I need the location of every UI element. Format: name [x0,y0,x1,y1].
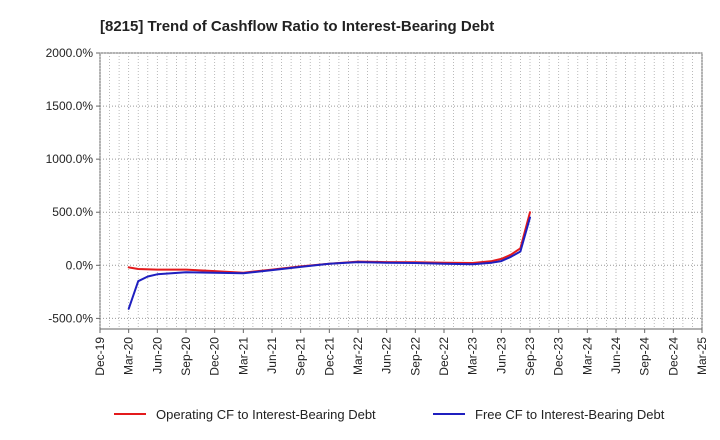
x-tick-label: Dec-22 [437,337,451,376]
x-tick-label: Jun-20 [150,337,164,374]
y-tick-label: 500.0% [52,205,93,219]
x-tick-label: Mar-24 [580,337,594,375]
x-tick-label: Dec-24 [666,337,680,376]
x-tick-label: Sep-23 [523,337,537,376]
x-tick-label: Dec-19 [93,337,107,376]
x-tick-label: Sep-22 [408,337,422,376]
x-tick-label: Mar-22 [351,337,365,375]
x-tick-label: Mar-21 [236,337,250,375]
x-axis-ticks: Dec-19 Mar-20 Jun-20 Sep-20 Dec-20 Mar-21 Jun-… [93,329,709,376]
legend: Operating CF to Interest-Bearing Debt Fre… [114,407,665,422]
x-tick-label: Sep-20 [179,337,193,376]
series-line-2 [127,216,531,310]
series-lines [127,211,531,310]
legend-label-2: Free CF to Interest-Bearing Debt [475,407,665,422]
plot-area [99,52,703,330]
x-tick-label: Dec-21 [322,337,336,376]
y-tick-label: -500.0% [48,311,93,325]
x-tick-label: Dec-20 [208,337,222,376]
x-tick-label: Sep-21 [294,337,308,376]
y-tick-label: 1000.0% [46,152,94,166]
x-tick-label: Jun-23 [494,337,508,374]
x-tick-label: Mar-20 [122,337,136,375]
x-tick-label: Dec-23 [552,337,566,376]
chart-title: [8215] Trend of Cashflow Ratio to Intere… [100,18,494,35]
x-tick-label: Jun-22 [380,337,394,374]
y-tick-label: 1500.0% [46,99,94,113]
x-tick-label: Jun-24 [609,337,623,374]
x-tick-label: Sep-24 [638,337,652,376]
x-tick-label: Mar-23 [466,337,480,375]
y-axis-ticks: -500.0% 0.0% 500.0% 1000.0% 1500.0% 2000.0% [46,46,100,325]
y-tick-label: 2000.0% [46,46,94,60]
y-tick-label: 0.0% [66,258,94,272]
grid-lines [99,52,703,329]
x-tick-label: Jun-21 [265,337,279,374]
legend-label-1: Operating CF to Interest-Bearing Debt [156,407,376,422]
x-tick-label: Mar-25 [695,337,709,375]
